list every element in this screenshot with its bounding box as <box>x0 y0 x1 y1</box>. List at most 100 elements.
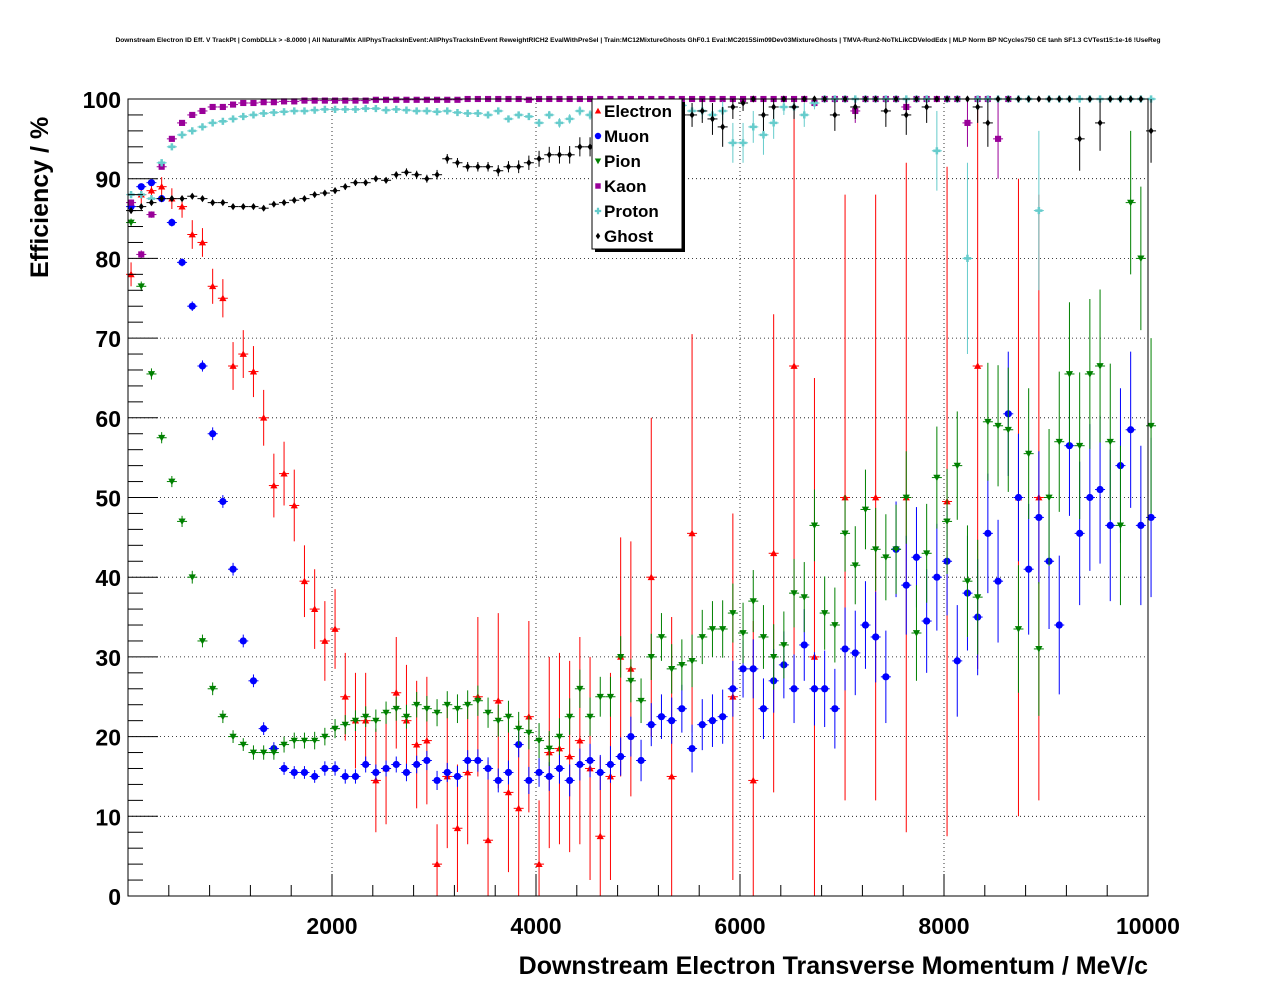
data-point <box>902 494 910 502</box>
data-point <box>453 824 462 832</box>
data-point <box>699 107 705 115</box>
data-point <box>740 99 746 107</box>
data-point <box>1025 565 1033 573</box>
data-point <box>270 99 277 106</box>
data-point <box>637 756 645 765</box>
data-point <box>749 665 757 673</box>
data-point <box>188 230 196 238</box>
data-point <box>260 99 267 106</box>
data-point <box>924 103 930 111</box>
data-point <box>260 725 268 733</box>
data-point <box>423 107 431 115</box>
data-point <box>1004 426 1012 434</box>
data-point <box>382 709 390 717</box>
legend-item-ghost: Ghost <box>595 227 653 246</box>
data-point <box>189 111 196 118</box>
data-point <box>229 362 237 369</box>
data-point <box>668 665 676 673</box>
data-point <box>810 522 819 529</box>
data-point <box>770 654 778 661</box>
y-tick-label: 80 <box>95 246 121 272</box>
data-point <box>1096 485 1104 494</box>
y-tick-label: 40 <box>95 565 121 591</box>
data-point <box>188 127 196 135</box>
chart-title: Downstream Electron ID Eff. V TrackPt | … <box>116 37 1161 44</box>
data-point <box>668 717 676 725</box>
data-point <box>189 192 195 200</box>
data-point <box>810 99 819 107</box>
data-point <box>526 159 532 167</box>
data-point <box>1127 199 1135 207</box>
data-point <box>994 577 1002 585</box>
data-point <box>158 183 166 190</box>
data-point <box>382 106 390 114</box>
data-point <box>596 832 604 840</box>
data-point <box>566 115 574 123</box>
y-tick-label: 60 <box>95 406 121 432</box>
data-point <box>637 697 645 705</box>
data-point <box>647 573 655 581</box>
data-point <box>280 764 288 773</box>
data-point <box>291 98 298 105</box>
data-point <box>1076 442 1084 450</box>
data-point <box>800 641 808 649</box>
data-point <box>1147 422 1155 430</box>
data-point <box>342 183 348 191</box>
data-point <box>434 171 440 179</box>
data-point <box>198 238 207 246</box>
data-point <box>424 175 430 183</box>
data-point <box>556 151 562 159</box>
data-point <box>872 493 880 501</box>
data-point <box>739 665 747 673</box>
data-point <box>341 721 349 729</box>
data-point <box>536 155 542 163</box>
legend-item-kaon: Kaon <box>595 177 647 196</box>
data-point <box>933 147 941 155</box>
data-point <box>912 553 921 561</box>
legend: Electron Muon Pion Kaon Proton Ghost <box>591 98 685 252</box>
data-point <box>606 760 615 769</box>
y-tick-label: 20 <box>95 725 121 751</box>
data-point <box>831 705 839 713</box>
data-point <box>322 189 328 197</box>
data-point <box>321 637 329 644</box>
x-tick-label: 6000 <box>714 913 765 939</box>
legend-marker <box>595 232 601 240</box>
data-point <box>188 574 196 581</box>
data-point <box>199 195 205 203</box>
data-point <box>332 187 338 195</box>
x-tick-label: 2000 <box>306 913 357 939</box>
data-point <box>975 103 981 111</box>
data-point <box>720 123 726 131</box>
data-point <box>770 549 778 557</box>
data-point <box>220 199 226 207</box>
data-point <box>647 721 655 729</box>
data-point <box>882 554 890 561</box>
data-point <box>413 760 421 769</box>
data-point <box>239 637 247 645</box>
data-point <box>382 764 390 773</box>
data-point <box>1076 529 1084 537</box>
data-point <box>851 562 859 569</box>
data-point <box>484 709 492 717</box>
data-point <box>963 578 972 585</box>
data-point <box>392 105 400 113</box>
legend-item-pion: Pion <box>594 152 641 171</box>
data-point <box>515 725 523 733</box>
data-point <box>178 258 186 266</box>
data-point <box>566 776 574 785</box>
data-point <box>474 109 482 117</box>
data-point <box>535 119 543 127</box>
data-point <box>352 179 358 187</box>
data-point <box>230 202 236 211</box>
data-point <box>994 422 1002 430</box>
data-point <box>423 756 431 765</box>
data-point <box>780 642 788 649</box>
data-point <box>453 772 462 781</box>
data-point <box>168 218 176 227</box>
data-point <box>178 131 186 139</box>
data-point <box>403 168 409 176</box>
data-point <box>454 96 461 103</box>
data-point <box>352 97 359 104</box>
data-point <box>535 768 543 777</box>
